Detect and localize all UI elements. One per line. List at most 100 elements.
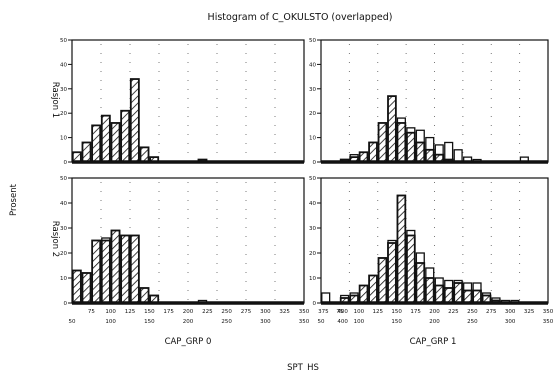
panel-3: 0 10 20 30 40 50 75 100 125 150 175 200 225 250 275 300… [60,176,348,325]
x-tick-label: 200 [183,309,194,315]
bar-hatched [110,122,121,163]
column-label-1: CAP_GRP 0 [165,337,212,347]
y-tick-label: 40 [60,201,67,207]
bar-hatched [415,141,426,163]
x-tick-label: 300 [260,309,271,315]
bar-hatched [91,124,102,163]
x-tick-label: 350 [543,319,554,325]
x-tick-label: 75 [336,309,343,315]
x-tick-label: 325 [279,309,290,315]
bar-hatched [129,78,140,163]
y-tick-label: 10 [60,276,67,282]
bar-hatched [91,239,102,304]
bar-open [453,149,463,163]
y-tick-label: 0 [313,160,317,166]
bar-hatched [100,239,111,304]
bar-hatched [406,131,416,163]
y-tick-label: 20 [60,251,67,257]
bar-hatched [120,234,131,304]
bar-hatched [139,146,150,163]
x-tick-label: 175 [163,309,174,315]
y-tick-label: 30 [309,87,316,93]
bar-hatched [368,141,378,163]
bar-hatched [100,114,111,163]
x-tick-label: 125 [373,309,384,315]
x-tick-label: 100 [105,309,116,315]
x-tick-label: 50 [69,319,76,325]
panel-1: 0 10 20 30 40 50 [60,38,305,166]
bar-hatched [424,277,435,304]
x-tick-label: 250 [221,309,232,315]
x-tick-label: 300 [505,319,516,325]
bar-hatched [424,148,435,163]
bar-hatched [377,122,388,163]
y-tick-label: 0 [313,301,317,307]
y-tick-label: 40 [60,62,67,68]
x-tick-label: 350 [543,309,554,315]
x-tick-label: 150 [391,309,402,315]
x-tick-label: 225 [202,309,213,315]
x-tick-label: 200 [183,319,194,325]
bar-hatched [406,234,416,304]
bar-hatched [396,122,407,163]
bar-hatched [462,289,473,304]
x-tick-label: 100 [354,309,365,315]
x-tick-label: 325 [524,309,535,315]
bar-hatched [71,269,82,304]
x-tick-label: 50 [318,319,325,325]
y-tick-label: 50 [309,38,316,44]
x-tick-label: 250 [221,319,232,325]
x-tick-label: 250 [467,319,478,325]
bar-hatched [453,282,463,304]
bar-hatched [110,229,121,304]
bar-hatched [396,194,407,304]
y-tick-label: 40 [309,62,316,68]
bar-hatched [434,284,445,304]
panel-2: 0 10 20 30 40 50 [309,38,549,166]
y-tick-label: 10 [309,276,316,282]
x-tick-label: 275 [486,309,497,315]
y-tick-label: 50 [60,38,67,44]
bar-hatched [387,242,397,304]
panel-grid: 0 10 20 30 40 50 0 10 20 30 40 50 0 10 20 30 40 50 75 100 12… [60,38,554,325]
x-tick-label: 200 [429,319,440,325]
y-tick-label: 0 [64,160,68,166]
x-tick-label: 400 [337,319,348,325]
y-tick-label: 20 [309,111,316,117]
y-tick-label: 30 [60,226,67,232]
x-tick-label: 400 [337,309,348,315]
bar-hatched [443,287,454,304]
bar-hatched [358,284,369,304]
x-tick-label: 150 [391,319,402,325]
y-tick-label: 20 [309,251,316,257]
y-tick-label: 30 [60,87,67,93]
x-tick-label: 125 [125,309,136,315]
x-axis-label: SPT_HS [287,363,319,371]
x-tick-label: 375 [318,309,329,315]
bar-hatched [472,289,482,304]
bar-hatched [129,234,140,304]
x-tick-label: 200 [429,309,440,315]
bar-hatched [368,274,378,304]
y-axis-label: Prosent [9,183,19,216]
x-tick-label: 275 [241,309,252,315]
x-tick-label: 300 [260,319,271,325]
bar-hatched [415,262,426,304]
y-tick-label: 50 [60,176,67,182]
bar-hatched [81,272,92,304]
x-tick-label: 100 [354,319,365,325]
chart-title: Histogram of C_OKULSTO (overlapped) [208,12,393,23]
bar-hatched [120,109,131,163]
y-tick-label: 10 [60,136,67,142]
x-tick-label: 175 [410,309,421,315]
bar-hatched [387,95,397,163]
y-tick-label: 40 [309,201,316,207]
x-tick-label: 350 [299,319,310,325]
x-tick-label: 225 [448,309,459,315]
y-tick-label: 10 [309,136,316,142]
x-tick-label: 250 [467,309,478,315]
panel-4: 0 10 20 30 40 50 75 100 125 150 175 200 225 250 275 300… [309,176,554,325]
x-tick-label: 100 [105,319,116,325]
x-tick-label: 150 [144,309,155,315]
